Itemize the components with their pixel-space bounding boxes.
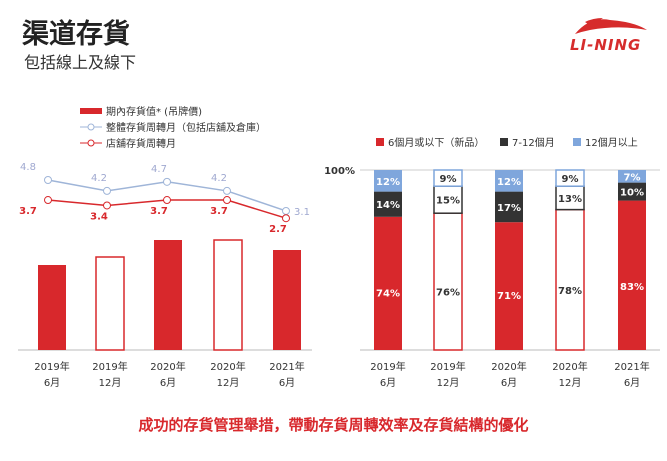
inventory-bar bbox=[38, 265, 66, 350]
y-tick-label: 100% bbox=[324, 166, 355, 177]
segment-label: 9% bbox=[440, 174, 457, 185]
line-point bbox=[282, 214, 290, 223]
legend-line-marker-icon bbox=[80, 123, 102, 130]
stacked-segment bbox=[495, 170, 523, 192]
segment-label: 15% bbox=[436, 196, 460, 207]
x-tick-label: 2021年 bbox=[269, 360, 304, 373]
logo-text: LI-NING bbox=[570, 36, 642, 54]
x-tick-label: 6月 bbox=[44, 377, 60, 389]
inventory-bar bbox=[213, 239, 243, 351]
data-label: 2.7 bbox=[269, 224, 287, 235]
legend-new: 6個月或以下（新品） bbox=[376, 134, 484, 149]
segment-label: 10% bbox=[620, 188, 644, 199]
line-point bbox=[103, 186, 111, 195]
data-label: 4.7 bbox=[151, 164, 167, 175]
data-label: 3.7 bbox=[19, 206, 37, 217]
legend-label: 7-12個月 bbox=[512, 138, 555, 149]
data-label: 3.7 bbox=[210, 206, 228, 217]
x-tick-label: 2019年 bbox=[92, 360, 127, 373]
line-point bbox=[44, 176, 52, 184]
x-tick-label: 12月 bbox=[437, 377, 460, 389]
legend-swatch bbox=[376, 137, 384, 146]
legend-overall-turnover: 整體存貨周轉月（包括店舖及倉庫） bbox=[80, 119, 266, 134]
page-subtitle: 包括線上及線下 bbox=[24, 53, 137, 72]
line-point bbox=[163, 196, 171, 205]
x-tick-label: 12月 bbox=[217, 377, 240, 389]
x-tick-label: 2019年 bbox=[430, 360, 465, 373]
legend-label: 整體存貨周轉月（包括店舖及倉庫） bbox=[106, 123, 266, 134]
segment-label: 14% bbox=[376, 200, 400, 211]
li-ning-logo-icon bbox=[575, 18, 647, 34]
inventory-bar bbox=[154, 240, 182, 350]
stacked-segment bbox=[618, 200, 646, 350]
data-label: 3.1 bbox=[294, 207, 310, 218]
line-point bbox=[223, 196, 231, 205]
data-label: 3.4 bbox=[90, 211, 108, 222]
x-tick-label: 6月 bbox=[624, 377, 640, 389]
legend-12plus: 12個月以上 bbox=[573, 134, 638, 149]
stacked-segment bbox=[433, 212, 463, 351]
segment-label: 76% bbox=[436, 287, 460, 298]
x-tick-label: 6月 bbox=[160, 377, 176, 389]
x-tick-label: 2019年 bbox=[34, 360, 69, 373]
x-tick-label: 2019年 bbox=[370, 360, 405, 373]
segment-label: 17% bbox=[497, 203, 521, 214]
x-tick-label: 12月 bbox=[99, 377, 122, 389]
line-point bbox=[163, 177, 171, 186]
stacked-segment bbox=[495, 191, 523, 223]
segment-label: 83% bbox=[620, 282, 644, 293]
inventory-bar bbox=[95, 256, 125, 351]
legend-swatch bbox=[500, 137, 508, 146]
legend-label: 店舖存貨周轉月 bbox=[106, 139, 176, 150]
stacked-segment bbox=[555, 169, 585, 187]
footer-caption: 成功的存貨管理舉措，帶動存貨周轉效率及存貨結構的優化 bbox=[138, 416, 529, 434]
data-label: 4.8 bbox=[20, 162, 36, 173]
segment-label: 12% bbox=[497, 177, 521, 188]
x-tick-label: 2020年 bbox=[210, 360, 245, 373]
x-tick-label: 6月 bbox=[501, 377, 517, 389]
segment-label: 13% bbox=[558, 194, 582, 205]
segment-label: 71% bbox=[497, 291, 521, 302]
legend-line-marker-icon bbox=[80, 139, 102, 146]
inventory-bar bbox=[273, 250, 301, 350]
stacked-segment bbox=[374, 216, 402, 350]
legend-store-turnover: 店舖存貨周轉月 bbox=[80, 135, 176, 150]
stacked-segment bbox=[555, 208, 585, 351]
line-point bbox=[223, 186, 231, 195]
segment-label: 9% bbox=[562, 174, 579, 185]
x-tick-label: 2020年 bbox=[552, 360, 587, 373]
stacked-segment bbox=[618, 182, 646, 201]
stacked-segment bbox=[495, 222, 523, 350]
data-label: 3.7 bbox=[150, 206, 168, 217]
legend-swatch bbox=[573, 137, 581, 146]
x-tick-label: 2020年 bbox=[150, 360, 185, 373]
segment-label: 78% bbox=[558, 286, 582, 297]
line-point bbox=[282, 206, 290, 215]
stacked-segment bbox=[433, 169, 463, 187]
segment-label: 12% bbox=[376, 177, 400, 188]
data-label: 4.2 bbox=[211, 173, 227, 184]
data-label: 4.2 bbox=[91, 173, 107, 184]
legend-label: 12個月以上 bbox=[585, 138, 638, 149]
stacked-segment bbox=[374, 191, 402, 217]
stacked-segment bbox=[618, 170, 646, 183]
line-point bbox=[103, 201, 111, 210]
x-tick-label: 2020年 bbox=[491, 360, 526, 373]
stacked-segment bbox=[374, 170, 402, 192]
legend-label: 期內存貨值* (吊牌價) bbox=[106, 107, 202, 118]
legend-label: 6個月或以下（新品） bbox=[388, 138, 485, 149]
legend-swatch bbox=[80, 107, 102, 114]
legend-inventory-value: 期內存貨值* (吊牌價) bbox=[80, 103, 202, 118]
segment-label: 7% bbox=[624, 172, 641, 183]
x-tick-label: 2021年 bbox=[614, 360, 649, 373]
page-title: 渠道存貨 bbox=[22, 19, 130, 50]
x-tick-label: 6月 bbox=[380, 377, 396, 389]
charts-canvas: 4.8 4.2 4.7 4.2 3.1 3.7 3.4 3.7 3.7 2.7 2019年 6月 201… bbox=[18, 162, 660, 389]
segment-label: 74% bbox=[376, 289, 400, 300]
x-tick-label: 6月 bbox=[279, 377, 295, 389]
stacked-segment bbox=[433, 185, 463, 214]
legend-7-12: 7-12個月 bbox=[500, 134, 555, 149]
line-point bbox=[44, 196, 52, 205]
x-tick-label: 12月 bbox=[559, 377, 582, 389]
